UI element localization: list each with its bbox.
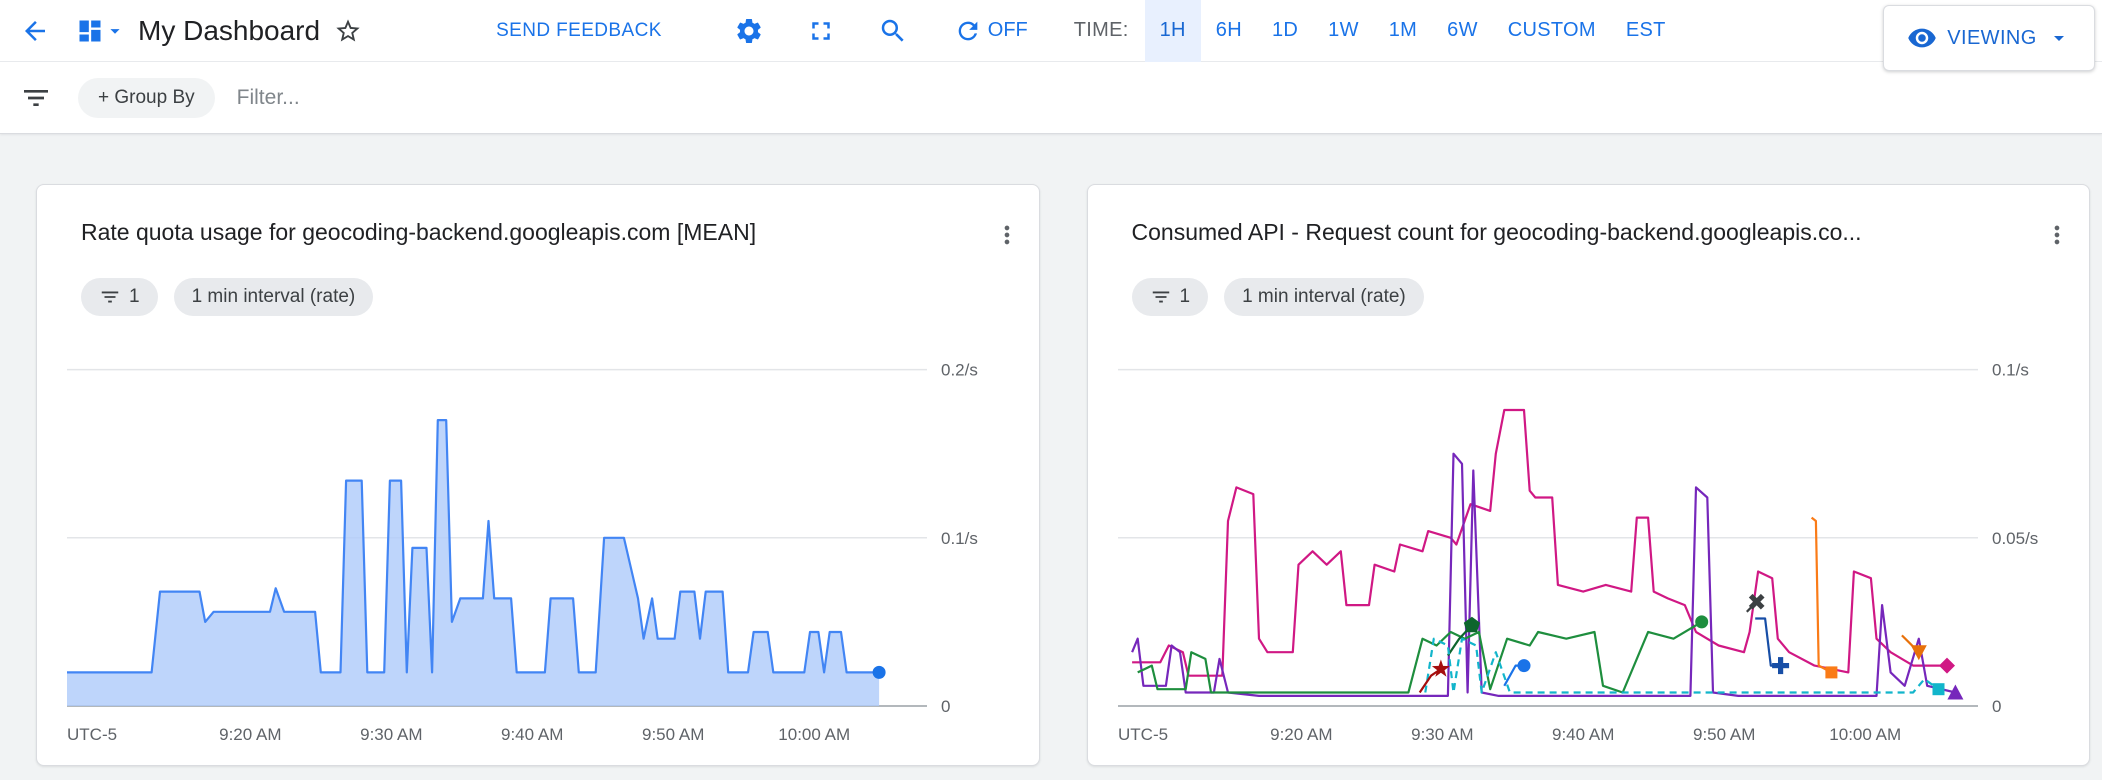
card-title: Rate quota usage for geocoding-backend.g…: [81, 219, 757, 245]
svg-text:0.1/s: 0.1/s: [1992, 361, 2029, 380]
card-menu-button[interactable]: [991, 219, 1023, 254]
group-by-chip[interactable]: + Group By: [78, 77, 215, 118]
svg-text:0: 0: [1992, 697, 2001, 716]
card-menu-button[interactable]: [2041, 219, 2073, 254]
svg-text:9:40 AM: 9:40 AM: [1552, 725, 1614, 744]
card-title: Consumed API - Request count for geocodi…: [1131, 219, 1862, 245]
favorite-star-button[interactable]: [330, 13, 366, 49]
fullscreen-button[interactable]: [802, 12, 840, 50]
svg-text:9:20 AM: 9:20 AM: [219, 725, 281, 744]
time-range-6w[interactable]: 6W: [1432, 0, 1493, 62]
time-range-6h[interactable]: 6H: [1201, 0, 1257, 62]
time-range-1h[interactable]: 1H: [1144, 0, 1201, 62]
chart-zoom-button[interactable]: [874, 12, 912, 50]
send-feedback-link[interactable]: SEND FEEDBACK: [496, 19, 662, 41]
top-app-bar: My Dashboard SEND FEEDBACK OFF TIME: 1H 6…: [0, 0, 2102, 71]
svg-text:9:50 AM: 9:50 AM: [642, 725, 704, 744]
filter-lines-icon: [101, 291, 119, 303]
svg-text:9:20 AM: 9:20 AM: [1270, 725, 1332, 744]
dashboard-content: Rate quota usage for geocoding-backend.g…: [0, 134, 2102, 766]
time-range-1w[interactable]: 1W: [1313, 0, 1374, 62]
filter-toolbar: + Group By: [0, 62, 2102, 134]
filter-input[interactable]: [236, 85, 2086, 110]
auto-refresh-label: OFF: [987, 19, 1028, 41]
filter-count-label: 1: [129, 286, 140, 307]
more-vert-icon: [1004, 225, 1009, 245]
viewing-button[interactable]: VIEWING: [1883, 5, 2095, 71]
card-rate-quota-usage: Rate quota usage for geocoding-backend.g…: [36, 184, 1040, 766]
time-label: TIME:: [1073, 19, 1129, 41]
star-outline-icon: [336, 18, 360, 41]
filter-lines-icon: [24, 89, 48, 106]
filter-count-label: 1: [1179, 286, 1191, 307]
interval-chip[interactable]: 1 min interval (rate): [1224, 278, 1424, 316]
svg-text:10:00 AM: 10:00 AM: [1829, 725, 1901, 744]
time-range-1m[interactable]: 1M: [1374, 0, 1432, 62]
chevron-down-icon: [2053, 36, 2064, 41]
svg-text:10:00 AM: 10:00 AM: [778, 725, 850, 744]
card-consumed-api-requests: Consumed API - Request count for geocodi…: [1086, 184, 2090, 766]
gear-icon: [737, 18, 761, 43]
settings-button[interactable]: [730, 12, 768, 50]
time-range-group: 1H 6H 1D 1W 1M 6W CUSTOM EST: [1144, 0, 1681, 62]
svg-text:9:30 AM: 9:30 AM: [1411, 725, 1473, 744]
refresh-icon: [958, 21, 978, 40]
time-range-custom[interactable]: CUSTOM: [1493, 0, 1611, 62]
chart-rate-quota-canvas[interactable]: 0.2/s 0.1/s 0 UTC-5 9:20 AM 9:30 AM 9:40 AM 9:5…: [37, 322, 1039, 754]
time-range-1d[interactable]: 1D: [1257, 0, 1313, 62]
chart-consumed-api-canvas[interactable]: 0.1/s 0.05/s 0 UTC-5 9:20 AM 9:30 AM 9:40 AM 9:…: [1088, 322, 2090, 754]
dashboard-grid-icon: [79, 20, 101, 41]
svg-text:0.1/s: 0.1/s: [941, 529, 978, 548]
filter-count-chip[interactable]: 1: [81, 278, 158, 316]
fullscreen-icon: [812, 21, 830, 40]
back-button[interactable]: [16, 12, 54, 50]
svg-text:9:30 AM: 9:30 AM: [360, 725, 422, 744]
svg-text:UTC-5: UTC-5: [67, 725, 117, 744]
svg-text:9:40 AM: 9:40 AM: [501, 725, 563, 744]
svg-text:UTC-5: UTC-5: [1118, 725, 1168, 744]
svg-text:0: 0: [941, 697, 950, 716]
svg-text:0.05/s: 0.05/s: [1992, 529, 2038, 548]
interval-chip[interactable]: 1 min interval (rate): [173, 278, 374, 316]
viewing-label: VIEWING: [1947, 26, 2037, 49]
filter-lines-icon: [1152, 291, 1169, 303]
svg-text:0.2/s: 0.2/s: [941, 361, 978, 380]
dashboard-switcher[interactable]: [76, 17, 126, 45]
arrow-back-icon: [25, 20, 45, 41]
chevron-down-icon: [110, 28, 120, 34]
time-range-est[interactable]: EST: [1611, 0, 1681, 62]
svg-text:9:50 AM: 9:50 AM: [1693, 725, 1755, 744]
filter-count-chip[interactable]: 1: [1131, 278, 1209, 316]
page-title: My Dashboard: [138, 14, 321, 46]
more-vert-icon: [2054, 225, 2060, 245]
magnifier-zoom-icon: [881, 19, 904, 42]
filter-list-icon[interactable]: [16, 78, 56, 118]
eye-icon: [1908, 28, 1936, 48]
auto-refresh-button[interactable]: OFF: [954, 17, 1028, 45]
